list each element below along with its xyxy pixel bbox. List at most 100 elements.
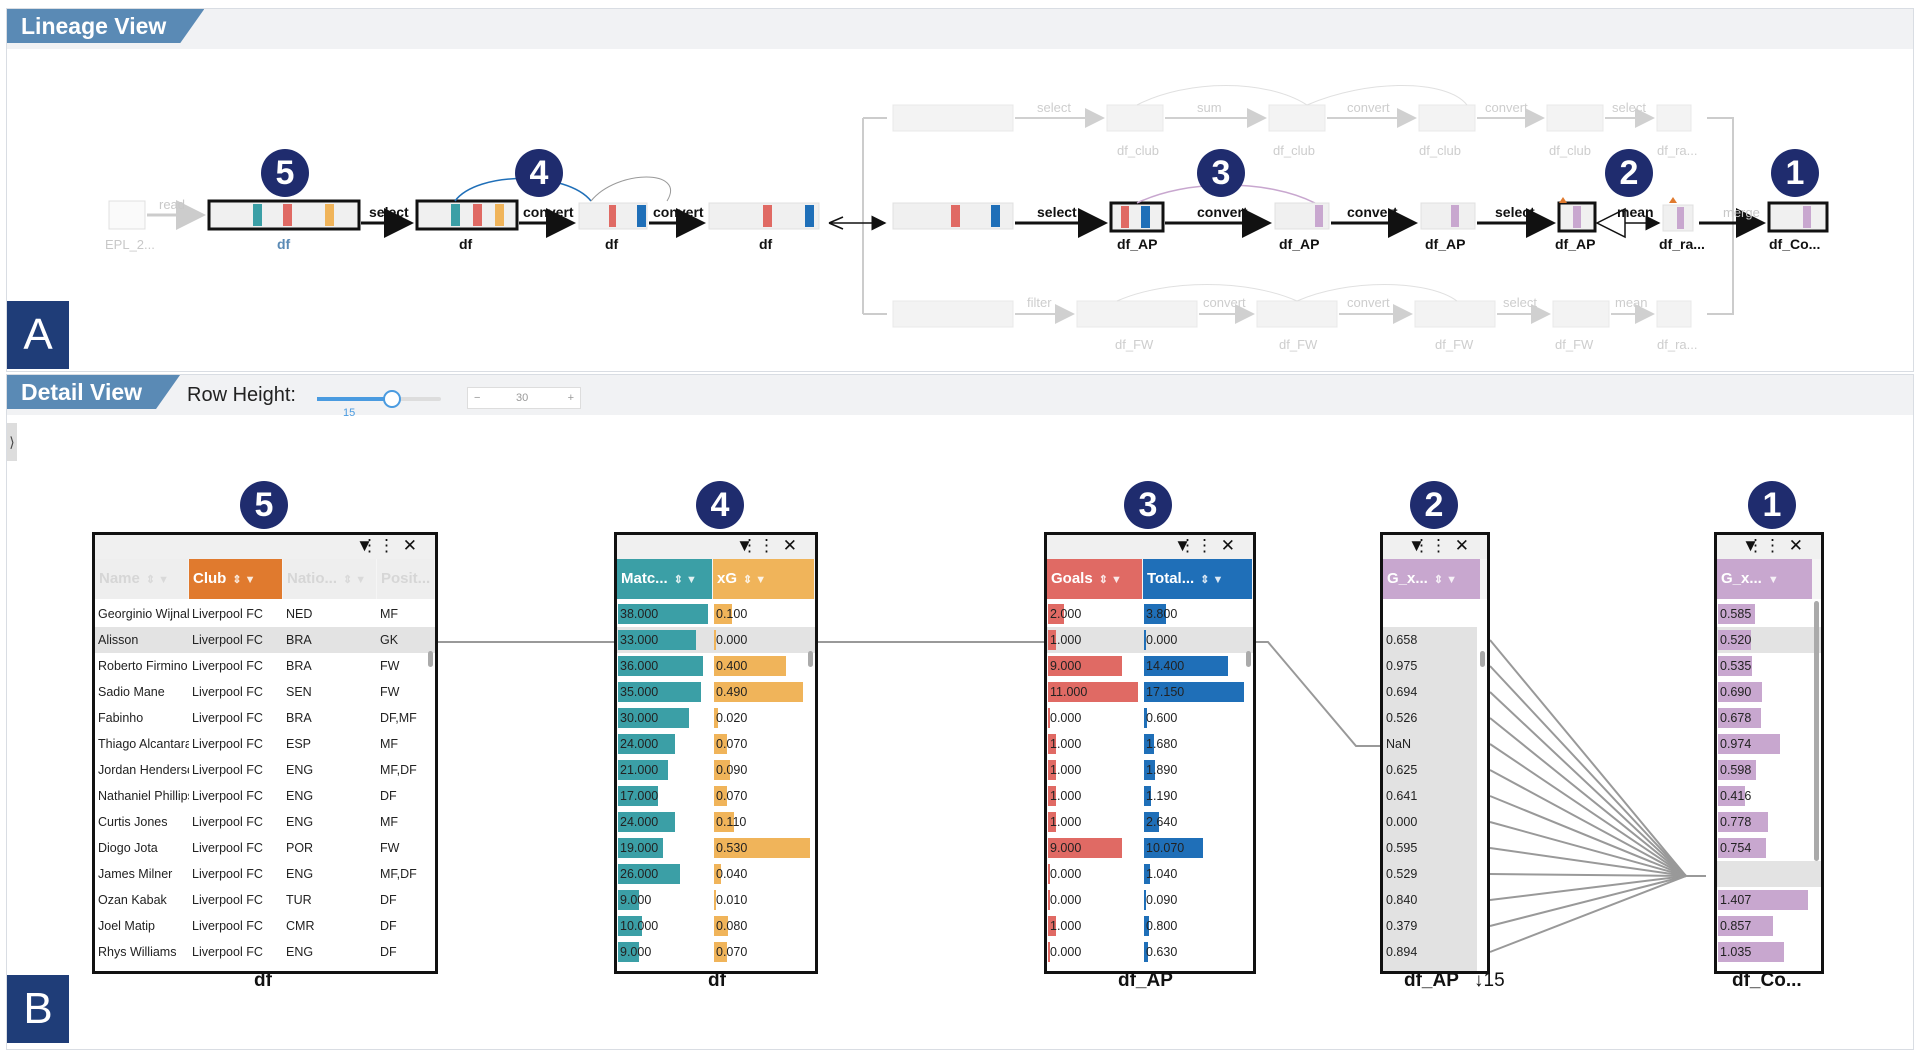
table-row[interactable]: 19.000 0.530 xyxy=(617,835,815,861)
table-row[interactable]: 0.529 xyxy=(1383,861,1487,887)
table-row[interactable]: 0.000 xyxy=(1383,809,1487,835)
filter-icon[interactable]: ▼ xyxy=(1174,536,1191,555)
column-header[interactable]: Total... ⇕ ▼ xyxy=(1143,559,1252,599)
table-row[interactable]: Nathaniel Phillips Liverpool FC ENG DF xyxy=(95,783,435,809)
table-row[interactable]: 0.598 xyxy=(1717,757,1821,783)
column-header[interactable]: Name ⇕ ▼ xyxy=(95,559,188,599)
table-row[interactable]: 24.000 0.070 xyxy=(617,731,815,757)
grid-icon[interactable]: ⋮⋮ xyxy=(741,536,775,555)
table-row[interactable]: 30.000 0.020 xyxy=(617,705,815,731)
node-df-ap-3[interactable] xyxy=(1109,201,1165,233)
column-header[interactable]: G_x... ⇕ ▼ xyxy=(1383,559,1480,599)
table-body[interactable]: 0.658 0.975 0.694 0.526 NaN 0.625 0.641 0.000 0.… xyxy=(1383,601,1487,971)
table-row[interactable]: Sadio Mane Liverpool FC SEN FW xyxy=(95,679,435,705)
table-row[interactable]: 1.000 1.190 xyxy=(1047,783,1253,809)
table-row[interactable]: 0.975 xyxy=(1383,653,1487,679)
table-row[interactable]: 0.658 xyxy=(1383,627,1487,653)
table-row[interactable]: 0.625 xyxy=(1383,757,1487,783)
table-4[interactable]: ▼ ⋮⋮ ✕ Matc... ⇕ ▼ xG ⇕ ▼ 38.000 0.100 33.000 0.00… xyxy=(614,532,818,974)
scrollbar[interactable] xyxy=(808,651,813,667)
grid-icon[interactable]: ⋮⋮ xyxy=(1413,536,1447,555)
table-row[interactable]: Roberto Firmino Liverpool FC BRA FW xyxy=(95,653,435,679)
table-row[interactable]: 38.000 0.100 xyxy=(617,601,815,627)
sort-filter-icon[interactable]: ⇕ ▼ xyxy=(1433,574,1458,586)
scrollbar[interactable] xyxy=(1814,601,1819,861)
table-row[interactable]: 0.526 xyxy=(1383,705,1487,731)
scrollbar[interactable] xyxy=(1246,651,1251,667)
table-row[interactable]: Georginio WijnaldumLiverpool FC NED MF xyxy=(95,601,435,627)
table-row[interactable]: 0.690 xyxy=(1717,679,1821,705)
table-2[interactable]: ▼ ⋮⋮ ✕ G_x... ⇕ ▼ 0.658 0.975 0.694 0.526 NaN 0.62… xyxy=(1380,532,1490,974)
table-row[interactable]: 1.407 xyxy=(1717,887,1821,913)
node-df-co-1[interactable] xyxy=(1767,201,1829,233)
table-row[interactable]: 0.000 0.600 xyxy=(1047,705,1253,731)
column-header[interactable]: Matc... ⇕ ▼ xyxy=(617,559,712,599)
table-row[interactable]: Fabinho Liverpool FC BRA DF,MF xyxy=(95,705,435,731)
filter-icon[interactable]: ▼ xyxy=(1408,536,1425,555)
table-row[interactable]: 35.000 0.490 xyxy=(617,679,815,705)
row-height-slider-thumb[interactable] xyxy=(383,390,401,408)
close-icon[interactable]: ✕ xyxy=(402,536,417,555)
table-row[interactable]: Jordan HendersonLiverpool FC ENG MF,DF xyxy=(95,757,435,783)
close-icon[interactable]: ✕ xyxy=(782,536,797,555)
table-row[interactable]: 1.000 1.890 xyxy=(1047,757,1253,783)
column-header[interactable]: G_x... ▼ xyxy=(1717,559,1812,599)
scrollbar[interactable] xyxy=(428,651,433,667)
table-body[interactable]: Georginio WijnaldumLiverpool FCNEDMFAlis… xyxy=(95,601,435,971)
table-row[interactable]: 2.000 3.800 xyxy=(1047,601,1253,627)
table-row[interactable]: 0.857 xyxy=(1717,913,1821,939)
lineage-graph[interactable]: select sum convert convert select df_clu… xyxy=(7,9,1915,371)
filter-icon[interactable]: ▼ xyxy=(1742,536,1759,555)
node-df-ap-b[interactable] xyxy=(1420,202,1476,230)
table-row[interactable]: 36.000 0.400 xyxy=(617,653,815,679)
table-row[interactable]: 0.379 xyxy=(1383,913,1487,939)
table-row[interactable]: 0.894 xyxy=(1383,939,1487,965)
table-row[interactable]: 0.840 xyxy=(1383,887,1487,913)
sort-filter-icon[interactable]: ⇕ ▼ xyxy=(343,574,367,586)
grid-icon[interactable]: ⋮⋮ xyxy=(1179,536,1213,555)
table-row[interactable]: 0.694 xyxy=(1383,679,1487,705)
table-row[interactable]: Thiago Alcantara Liverpool FC ESP MF xyxy=(95,731,435,757)
sort-filter-icon[interactable]: ⇕ ▼ xyxy=(232,574,256,586)
table-row[interactable]: 11.000 17.150 xyxy=(1047,679,1253,705)
filter-icon[interactable]: ▼ xyxy=(356,536,373,555)
table-row[interactable]: 24.000 0.110 xyxy=(617,809,815,835)
stepper-minus-button[interactable]: − xyxy=(474,392,481,404)
table-row[interactable]: Alisson Liverpool FC BRA GK xyxy=(95,627,435,653)
table-row[interactable]: 1.000 2.640 xyxy=(1047,809,1253,835)
sort-filter-icon[interactable]: ⇕ ▼ xyxy=(743,574,767,586)
table-row[interactable]: 1.035 xyxy=(1717,939,1821,965)
column-header[interactable]: Posit...▼ xyxy=(377,559,434,599)
node-epl[interactable] xyxy=(108,200,146,230)
row-height-stepper[interactable]: − 30 + xyxy=(467,387,581,409)
close-icon[interactable]: ✕ xyxy=(1220,536,1235,555)
column-header[interactable]: Club ⇕ ▼ xyxy=(189,559,282,599)
table-row[interactable]: 0.778 xyxy=(1717,809,1821,835)
table-row[interactable]: 9.000 14.400 xyxy=(1047,653,1253,679)
table-row[interactable]: 0.595 xyxy=(1383,835,1487,861)
table-row[interactable]: 9.000 0.070 xyxy=(617,939,815,965)
row-height-slider[interactable]: 15 xyxy=(317,390,441,419)
table-row[interactable]: 26.000 0.040 xyxy=(617,861,815,887)
grid-icon[interactable]: ⋮⋮ xyxy=(1747,536,1781,555)
column-header[interactable]: xG ⇕ ▼ xyxy=(713,559,814,599)
table-1[interactable]: ▼ ⋮⋮ ✕ G_x... ▼ 0.585 0.520 0.535 0.690 0.678 0.97… xyxy=(1714,532,1824,974)
table-row[interactable]: 0.000 1.040 xyxy=(1047,861,1253,887)
table-row[interactable] xyxy=(1717,861,1821,887)
stepper-plus-button[interactable]: + xyxy=(567,392,574,404)
table-row[interactable]: 33.000 0.000 xyxy=(617,627,815,653)
sort-filter-icon[interactable]: ▼ xyxy=(1767,574,1779,586)
table-3[interactable]: ▼ ⋮⋮ ✕ Goals ⇕ ▼ Total... ⇕ ▼ 2.000 3.800 1.000 0.… xyxy=(1044,532,1256,974)
table-body[interactable]: 38.000 0.100 33.000 0.000 36.000 0.400 35.000 0… xyxy=(617,601,815,971)
table-row[interactable]: Diogo Jota Liverpool FC POR FW xyxy=(95,835,435,861)
collapse-toggle[interactable]: ⟩ xyxy=(7,423,17,461)
column-header[interactable]: Goals ⇕ ▼ xyxy=(1047,559,1142,599)
close-icon[interactable]: ✕ xyxy=(1454,536,1469,555)
table-row[interactable]: 1.000 0.800 xyxy=(1047,913,1253,939)
table-row[interactable]: 0.585 xyxy=(1717,601,1821,627)
table-row[interactable]: 0.416 xyxy=(1717,783,1821,809)
table-row[interactable]: Rhys Williams Liverpool FC ENG DF xyxy=(95,939,435,965)
table-row[interactable]: NaN xyxy=(1383,731,1487,757)
table-row[interactable]: James Milner Liverpool FC ENG MF,DF xyxy=(95,861,435,887)
table-row[interactable]: 21.000 0.090 xyxy=(617,757,815,783)
